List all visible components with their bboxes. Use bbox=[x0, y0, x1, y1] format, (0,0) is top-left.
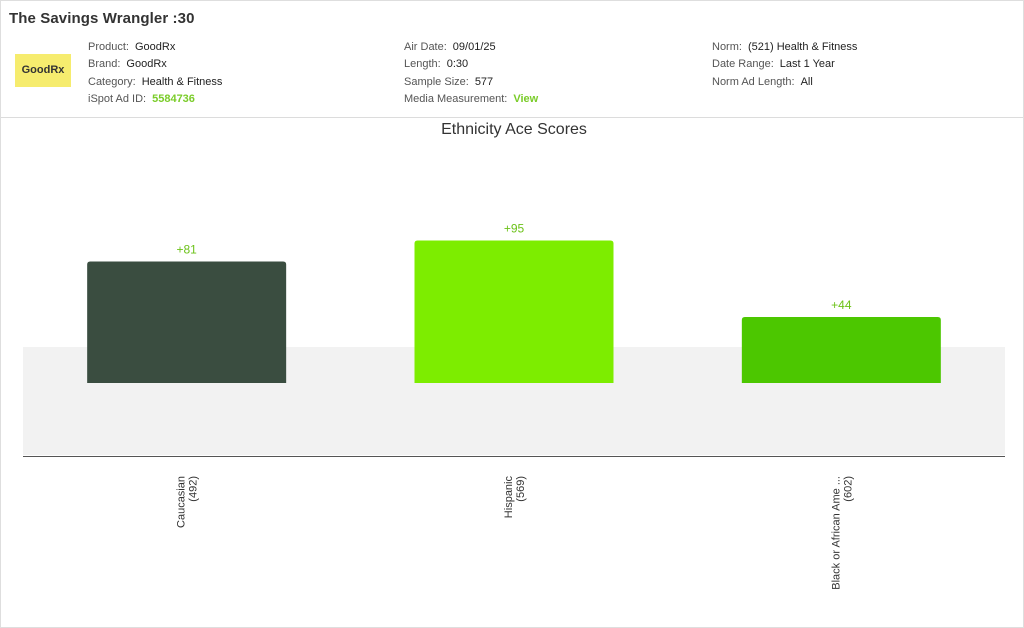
meta-label: Norm: bbox=[712, 41, 742, 53]
bar-0[interactable] bbox=[87, 261, 287, 384]
brand-logo: GoodRx bbox=[15, 54, 71, 87]
meta-row: Air Date: 09/01/25 bbox=[404, 39, 538, 56]
meta-row: Product: GoodRx bbox=[88, 39, 222, 56]
meta-value: All bbox=[800, 75, 813, 88]
category-label-group: Black or African Ame ... (602) bbox=[830, 476, 854, 590]
meta-label: Date Range: bbox=[712, 58, 774, 71]
meta-label: iSpot Ad ID: bbox=[88, 92, 147, 105]
ad-title: The Savings Wrangler :30 bbox=[9, 10, 195, 27]
meta-value: 0:30 bbox=[446, 58, 469, 71]
bar-1[interactable] bbox=[414, 240, 614, 384]
bar-value-label: +44 bbox=[831, 298, 852, 312]
category-count-label: (602) bbox=[842, 476, 854, 502]
bar-2[interactable] bbox=[741, 317, 941, 383]
brand-logo-text: GoodRx bbox=[21, 64, 65, 76]
category-label-group: Hispanic (569) bbox=[503, 476, 527, 519]
ad-header: The Savings Wrangler :30 GoodRx Product:… bbox=[1, 1, 1023, 118]
meta-row: Sample Size: 577 bbox=[404, 74, 538, 91]
meta-column-norm: Norm: (521) Health & Fitness Date Range: La… bbox=[712, 39, 857, 91]
ethnicity-chart: Ethnicity Ace Scores +81 Caucasian (492) +9… bbox=[23, 121, 1005, 590]
meta-row: Category: Health & Fitness bbox=[88, 74, 222, 91]
meta-label: Product: bbox=[88, 41, 129, 53]
meta-label: Length: bbox=[404, 58, 441, 71]
meta-label: Air Date: bbox=[404, 41, 447, 53]
meta-row: Norm Ad Length: All bbox=[712, 74, 857, 91]
meta-value: 09/01/25 bbox=[452, 41, 496, 53]
meta-link[interactable]: 5584736 bbox=[152, 92, 195, 105]
meta-column-airing: Air Date: 09/01/25 Length: 0:30 Sample Size:… bbox=[404, 39, 538, 108]
bar-value-label: +81 bbox=[176, 243, 197, 257]
category-label-group: Caucasian (492) bbox=[176, 476, 200, 528]
category-label: Caucasian bbox=[176, 476, 188, 528]
category-count-label: (569) bbox=[515, 476, 527, 502]
category-count-label: (492) bbox=[188, 476, 200, 502]
meta-row: Length: 0:30 bbox=[404, 56, 538, 73]
meta-label: Sample Size: bbox=[404, 75, 469, 88]
chart-title: Ethnicity Ace Scores bbox=[441, 121, 587, 138]
meta-label: Media Measurement: bbox=[404, 92, 508, 105]
category-label: Hispanic bbox=[503, 476, 515, 519]
meta-column-ad: Product: GoodRx Brand: GoodRx Category: Healt… bbox=[88, 39, 222, 108]
meta-row: Brand: GoodRx bbox=[88, 56, 222, 73]
meta-row: Date Range: Last 1 Year bbox=[712, 56, 857, 73]
meta-value: GoodRx bbox=[126, 58, 167, 71]
bar-value-label: +95 bbox=[504, 222, 525, 236]
meta-label: Brand: bbox=[88, 58, 121, 71]
meta-link[interactable]: View bbox=[513, 92, 539, 105]
meta-value: Last 1 Year bbox=[779, 58, 835, 71]
meta-label: Category: bbox=[88, 75, 136, 88]
meta-value: 577 bbox=[474, 75, 494, 88]
meta-value: GoodRx bbox=[134, 41, 176, 53]
meta-label: Norm Ad Length: bbox=[712, 75, 795, 88]
meta-row: Norm: (521) Health & Fitness bbox=[712, 39, 857, 56]
meta-row: iSpot Ad ID: 5584736 bbox=[88, 91, 222, 108]
meta-row: Media Measurement: View bbox=[404, 91, 538, 108]
category-label: Black or African Ame ... bbox=[830, 476, 842, 590]
meta-value: Health & Fitness bbox=[141, 75, 223, 88]
meta-value: (521) Health & Fitness bbox=[747, 41, 858, 53]
